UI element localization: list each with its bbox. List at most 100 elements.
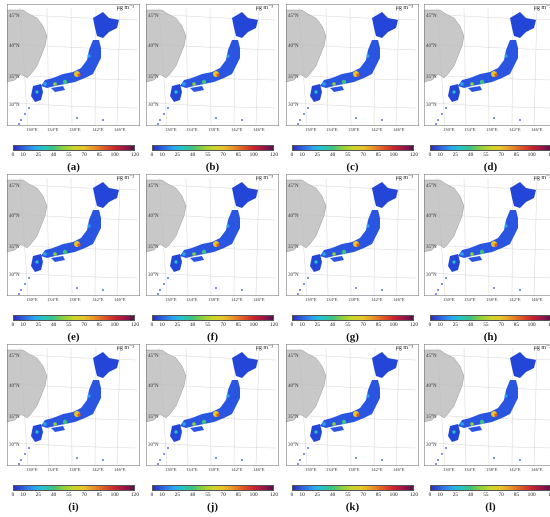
longitude-label: 146°E: [114, 297, 126, 302]
hotspot: [494, 413, 498, 417]
map-frame: [424, 4, 550, 126]
small-island: [28, 107, 30, 109]
colorbar-tick-label: 100: [527, 152, 536, 158]
longitude-label: 134°E: [186, 467, 198, 472]
latitude-label: 35°N: [148, 415, 159, 420]
unit-label: μg m⁻³: [116, 175, 134, 181]
small-island: [215, 457, 217, 459]
hokkaido: [232, 182, 258, 208]
longitude-label: 142°E: [371, 127, 383, 132]
colorbar-tick-label: 25: [314, 152, 321, 158]
longitude-label: 138°E: [208, 467, 220, 472]
map-frame: [146, 4, 279, 126]
longitude-label: 142°E: [92, 467, 104, 472]
hotspot: [341, 249, 347, 255]
unit-label: μg m⁻³: [533, 5, 550, 11]
longitude-label: 142°E: [92, 297, 104, 302]
colorbar-tick-label: 0: [150, 492, 154, 498]
longitude-label: 146°E: [253, 297, 265, 302]
hotspot: [460, 82, 464, 86]
latitude-label: 30°N: [426, 273, 437, 278]
colorbar-tick-label: 25: [174, 152, 181, 158]
small-island: [157, 463, 159, 465]
colorbar-tick-label: 100: [389, 152, 398, 158]
colorbar-tick-label: 25: [452, 152, 459, 158]
small-island: [241, 289, 243, 291]
longitude-label: 146°E: [393, 127, 405, 132]
colorbar-tick-label: 70: [220, 322, 226, 328]
colorbar-tick-label: 70: [81, 492, 87, 498]
hotspot: [43, 252, 47, 256]
japan-map: [286, 4, 419, 144]
hotspot: [35, 430, 39, 434]
graticule: [431, 177, 550, 297]
longitude-label: 146°E: [531, 127, 543, 132]
hokkaido: [93, 12, 119, 38]
hotspot: [322, 252, 326, 256]
colorbar-tick-label: 70: [360, 152, 366, 158]
hotspot: [43, 82, 47, 86]
latitude-label: 45°N: [148, 184, 159, 189]
longitude-label: 146°E: [114, 127, 126, 132]
hotspot: [201, 419, 207, 425]
map-panel: μg m⁻³ 45°N 40°N 35°N 30°N 130°E 134°E 138°E 142…: [7, 344, 140, 515]
hotspot: [479, 79, 485, 85]
longitude-label: 134°E: [464, 297, 476, 302]
shikoku: [190, 426, 204, 432]
colorbar-tick-label: 70: [81, 322, 87, 328]
hotspot: [192, 82, 196, 86]
honshu: [180, 40, 240, 88]
panel-label: (g): [346, 331, 359, 343]
latitude-label: 40°N: [426, 214, 437, 219]
small-island: [445, 107, 447, 109]
latitude-label: 40°N: [288, 214, 299, 219]
unit-label: μg m⁻³: [116, 5, 134, 11]
colorbar-tick-label: 85: [96, 492, 103, 498]
small-island: [381, 119, 383, 121]
small-island: [297, 123, 299, 125]
longitude-label: 130°E: [165, 127, 177, 132]
map-frame: [286, 344, 419, 466]
longitude-label: 146°E: [531, 297, 543, 302]
colorbar: [292, 485, 414, 491]
small-island: [437, 289, 439, 291]
honshu: [180, 380, 240, 428]
colorbar-tick-label: 100: [527, 322, 536, 328]
colorbar: [430, 485, 550, 491]
colorbar: [13, 315, 135, 321]
small-island: [102, 119, 104, 121]
small-island: [299, 119, 301, 121]
latitude-label: 30°N: [148, 103, 159, 108]
japan-concentration-field: [157, 352, 258, 465]
hotspot: [479, 249, 485, 255]
hotspot: [62, 419, 68, 425]
longitude-label: 142°E: [509, 127, 521, 132]
colorbar-tick-label: 0: [428, 152, 432, 158]
longitude-label: 142°E: [509, 297, 521, 302]
latitude-label: 30°N: [9, 443, 20, 448]
colorbar-tick-label: 0: [11, 152, 15, 158]
map-frame: [146, 344, 279, 466]
colorbar-tick-label: 40: [468, 152, 474, 158]
colorbar-tick-label: 40: [468, 492, 474, 498]
colorbar-tick-label: 10: [159, 492, 165, 498]
latitude-label: 35°N: [288, 415, 299, 420]
small-island: [102, 289, 104, 291]
hotspot: [314, 260, 318, 264]
small-island: [241, 459, 243, 461]
colorbar-tick-label: 120: [410, 322, 418, 328]
small-island: [355, 287, 357, 289]
small-island: [163, 283, 165, 285]
map-panel: μg m⁻³ 45°N 40°N 35°N 30°N 130°E 134°E 138°E 142…: [286, 344, 419, 515]
latitude-label: 45°N: [148, 14, 159, 19]
longitude-label: 138°E: [348, 467, 360, 472]
small-island: [157, 293, 159, 295]
panel-label: (e): [67, 331, 80, 343]
latitude-label: 30°N: [148, 443, 159, 448]
unit-label: μg m⁻³: [395, 175, 413, 181]
colorbar-tick-label: 100: [110, 152, 119, 158]
longitude-label: 134°E: [326, 297, 338, 302]
small-island: [163, 453, 165, 455]
colorbar-tick-label: 120: [131, 322, 139, 328]
panel-label: (j): [207, 501, 218, 513]
